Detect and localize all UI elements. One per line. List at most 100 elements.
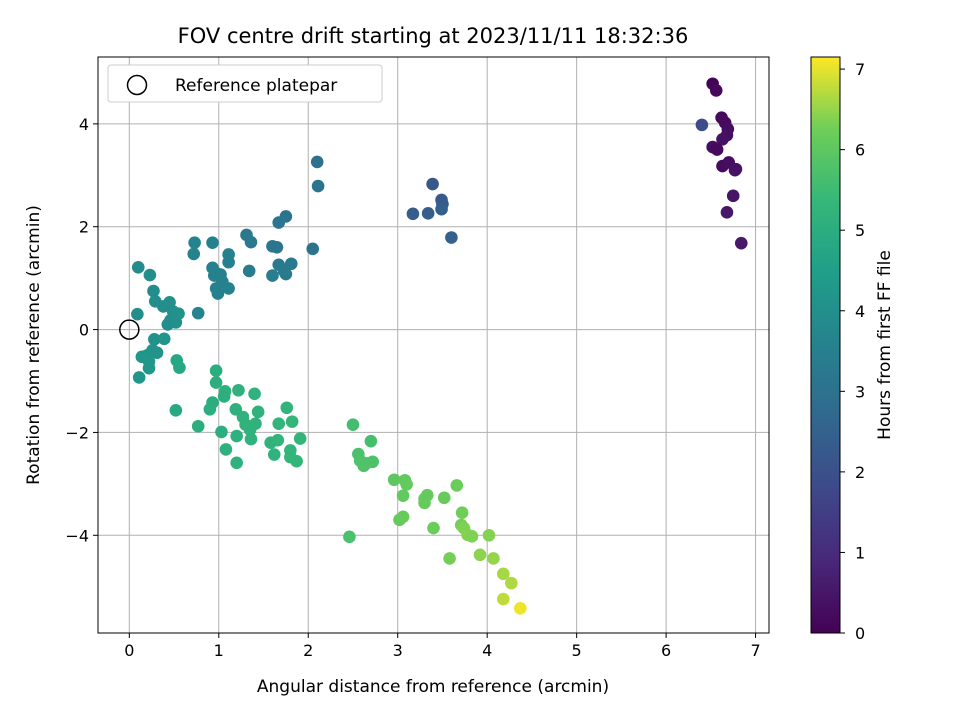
data-point (310, 155, 324, 169)
data-point (148, 333, 161, 346)
colorbar-tick-label: 2 (855, 463, 865, 482)
data-point (161, 318, 175, 331)
data-point (272, 417, 286, 430)
data-point (209, 364, 223, 378)
data-point (232, 383, 245, 397)
data-point (482, 528, 496, 542)
data-point (222, 255, 235, 269)
colorbar-tick-label: 4 (855, 302, 865, 321)
legend: Reference platepar (107, 64, 383, 103)
data-point (266, 269, 279, 282)
data-point (209, 376, 223, 389)
data-point (267, 448, 281, 461)
data-point (217, 390, 231, 403)
x-tick-label: 3 (393, 641, 403, 660)
data-point (496, 567, 510, 581)
data-point (473, 548, 487, 562)
data-point (418, 492, 431, 506)
y-tick-label: 0 (79, 321, 89, 340)
grid (98, 57, 769, 633)
data-point (285, 415, 299, 428)
data-point (187, 247, 201, 261)
plot-frame (97, 56, 770, 634)
colorbar-label: Hours from first FF file (875, 250, 895, 440)
data-point (211, 287, 225, 300)
x-tick-label: 5 (572, 641, 582, 660)
data-point (191, 419, 205, 433)
x-axis-label: Angular distance from reference (arcmin) (257, 677, 609, 697)
data-point (215, 425, 228, 439)
data-point (280, 401, 294, 415)
data-point (142, 361, 156, 375)
data-point (230, 456, 243, 470)
data-point (203, 402, 217, 416)
data-point (306, 242, 320, 256)
data-point (465, 530, 479, 543)
colorbar-tick-label: 6 (855, 141, 865, 160)
x-axis-ticks: 0 1 2 3 4 5 6 7 (124, 633, 761, 660)
data-point (270, 240, 284, 254)
x-tick-label: 1 (214, 641, 224, 660)
data-point (443, 552, 456, 565)
data-point (406, 207, 420, 221)
data-point (147, 284, 160, 298)
data-point (343, 530, 356, 544)
x-tick-label: 2 (303, 641, 313, 660)
data-point (726, 189, 740, 203)
data-point (272, 216, 286, 229)
data-point (293, 432, 307, 445)
chart-title: FOV centre drift starting at 2023/11/11 … (178, 24, 689, 48)
data-point (251, 405, 265, 419)
data-point (513, 602, 527, 615)
colorbar-tick-label: 0 (855, 624, 865, 643)
data-point (230, 429, 243, 443)
legend-box (107, 64, 383, 103)
y-axis-ticks: −4 −2 0 2 4 (65, 115, 98, 545)
data-point (505, 576, 518, 590)
data-point (132, 371, 146, 384)
data-point (496, 592, 510, 606)
data-point (290, 454, 303, 468)
x-tick-label: 7 (750, 641, 760, 660)
legend-marker (126, 74, 148, 96)
x-tick-label: 0 (124, 641, 134, 660)
data-point (222, 282, 235, 295)
x-tick-label: 4 (482, 641, 492, 660)
data-point (445, 231, 458, 244)
data-point (357, 459, 371, 473)
data-point (346, 418, 360, 432)
data-point (150, 346, 164, 360)
data-point (169, 404, 183, 417)
data-point (244, 432, 258, 446)
data-point (695, 118, 709, 132)
data-point (716, 132, 729, 146)
data-point (188, 236, 201, 249)
y-tick-label: 2 (79, 218, 89, 237)
y-axis-label: Rotation from reference (arcmin) (24, 205, 44, 485)
plot-area (98, 57, 769, 633)
data-point (157, 332, 171, 346)
y-tick-label: 4 (79, 115, 89, 134)
colorbar-tick-label: 1 (855, 543, 865, 562)
x-tick-label: 6 (661, 641, 671, 660)
colorbar-tick-label: 7 (855, 60, 865, 79)
data-point (248, 387, 261, 401)
colorbar: 0 1 2 3 4 5 6 7 Hours from first FF file (810, 56, 895, 643)
data-point (143, 268, 157, 282)
data-point (437, 491, 451, 505)
data-point (450, 479, 464, 492)
data-point (157, 300, 170, 313)
reference-point (119, 319, 140, 340)
scatter-points (131, 77, 748, 615)
data-point (244, 235, 258, 249)
legend-label: Reference platepar (175, 76, 337, 96)
data-point (426, 177, 439, 191)
data-point (242, 264, 256, 278)
y-tick-label: −2 (65, 423, 89, 442)
colorbar-tick-label: 3 (855, 382, 865, 401)
data-point (421, 207, 435, 220)
data-point (710, 143, 724, 156)
data-point (191, 306, 205, 320)
data-point (206, 236, 219, 249)
